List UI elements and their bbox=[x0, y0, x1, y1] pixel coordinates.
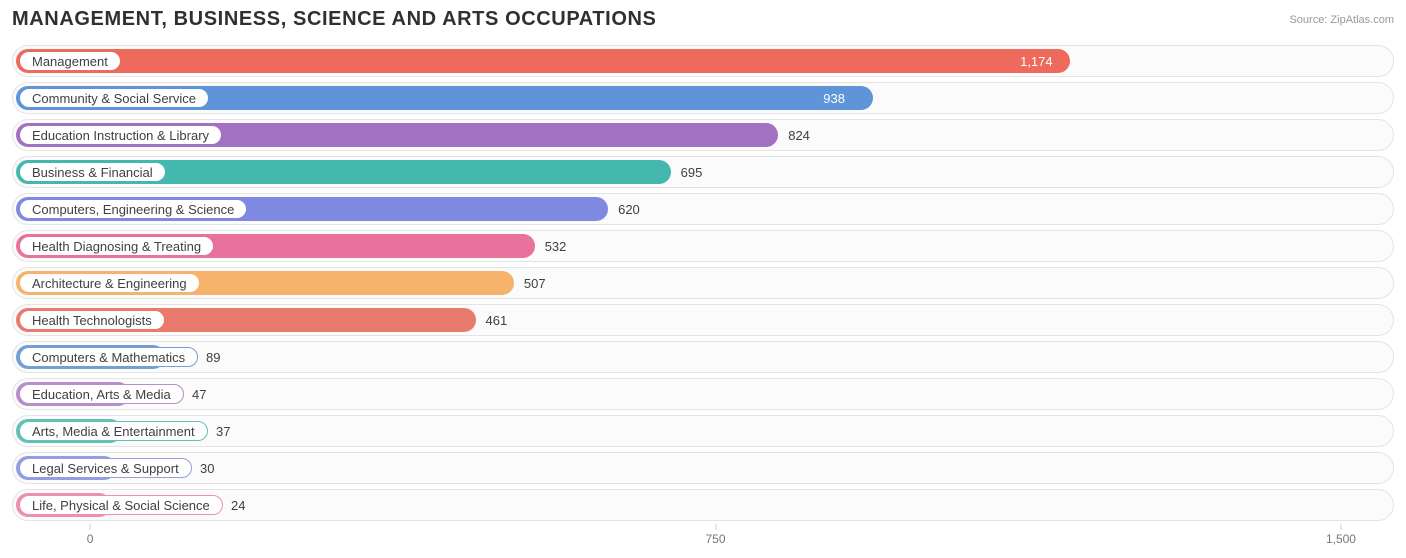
value-label: 89 bbox=[206, 342, 220, 372]
bar-row: 1,174 Management bbox=[12, 45, 1394, 77]
category-label: Health Diagnosing & Treating bbox=[19, 236, 214, 256]
bar-row: 461 Health Technologists bbox=[12, 304, 1394, 336]
value-label: 461 bbox=[486, 305, 508, 335]
value-label: 507 bbox=[524, 268, 546, 298]
category-label: Computers & Mathematics bbox=[19, 347, 198, 367]
category-label: Legal Services & Support bbox=[19, 458, 192, 478]
bar-row: 47 Education, Arts & Media bbox=[12, 378, 1394, 410]
category-label: Health Technologists bbox=[19, 310, 165, 330]
header-row: MANAGEMENT, BUSINESS, SCIENCE AND ARTS O… bbox=[12, 8, 1394, 31]
bar-row: 824 Education Instruction & Library bbox=[12, 119, 1394, 151]
tick-label: 1,500 bbox=[1326, 532, 1356, 546]
bar bbox=[16, 49, 1070, 73]
category-label: Community & Social Service bbox=[19, 88, 209, 108]
tick-line bbox=[715, 524, 716, 530]
category-label: Business & Financial bbox=[19, 162, 166, 182]
bar-row: 532 Health Diagnosing & Treating bbox=[12, 230, 1394, 262]
value-label: 47 bbox=[192, 379, 206, 409]
chart-container: MANAGEMENT, BUSINESS, SCIENCE AND ARTS O… bbox=[0, 0, 1406, 558]
value-label: 938 bbox=[823, 83, 845, 113]
bar-row: 938 Community & Social Service bbox=[12, 82, 1394, 114]
value-label: 824 bbox=[788, 120, 810, 150]
value-label: 24 bbox=[231, 490, 245, 520]
tick-label: 750 bbox=[705, 532, 725, 546]
category-label: Architecture & Engineering bbox=[19, 273, 200, 293]
category-label: Arts, Media & Entertainment bbox=[19, 421, 208, 441]
bar-row: 507 Architecture & Engineering bbox=[12, 267, 1394, 299]
bar-row: 37 Arts, Media & Entertainment bbox=[12, 415, 1394, 447]
value-label: 620 bbox=[618, 194, 640, 224]
tick-label: 0 bbox=[87, 532, 94, 546]
value-label: 37 bbox=[216, 416, 230, 446]
bar-row: 24 Life, Physical & Social Science bbox=[12, 489, 1394, 521]
category-label: Computers, Engineering & Science bbox=[19, 199, 247, 219]
tick-line bbox=[90, 524, 91, 530]
category-label: Education Instruction & Library bbox=[19, 125, 222, 145]
category-label: Life, Physical & Social Science bbox=[19, 495, 223, 515]
chart-title: MANAGEMENT, BUSINESS, SCIENCE AND ARTS O… bbox=[12, 8, 656, 31]
bar-row: 89 Computers & Mathematics bbox=[12, 341, 1394, 373]
value-label: 695 bbox=[681, 157, 703, 187]
bar-row: 695 Business & Financial bbox=[12, 156, 1394, 188]
bar-row: 620 Computers, Engineering & Science bbox=[12, 193, 1394, 225]
plot-area: 1,174 Management 938 Community & Social Ser… bbox=[12, 45, 1394, 521]
category-label: Management bbox=[19, 51, 121, 71]
tick-line bbox=[1340, 524, 1341, 530]
x-axis: 0 750 1,500 bbox=[12, 526, 1394, 550]
category-label: Education, Arts & Media bbox=[19, 384, 184, 404]
value-label: 1,174 bbox=[1020, 46, 1053, 76]
value-label: 30 bbox=[200, 453, 214, 483]
source-label: Source: ZipAtlas.com bbox=[1289, 14, 1394, 26]
bar-row: 30 Legal Services & Support bbox=[12, 452, 1394, 484]
value-label: 532 bbox=[545, 231, 567, 261]
